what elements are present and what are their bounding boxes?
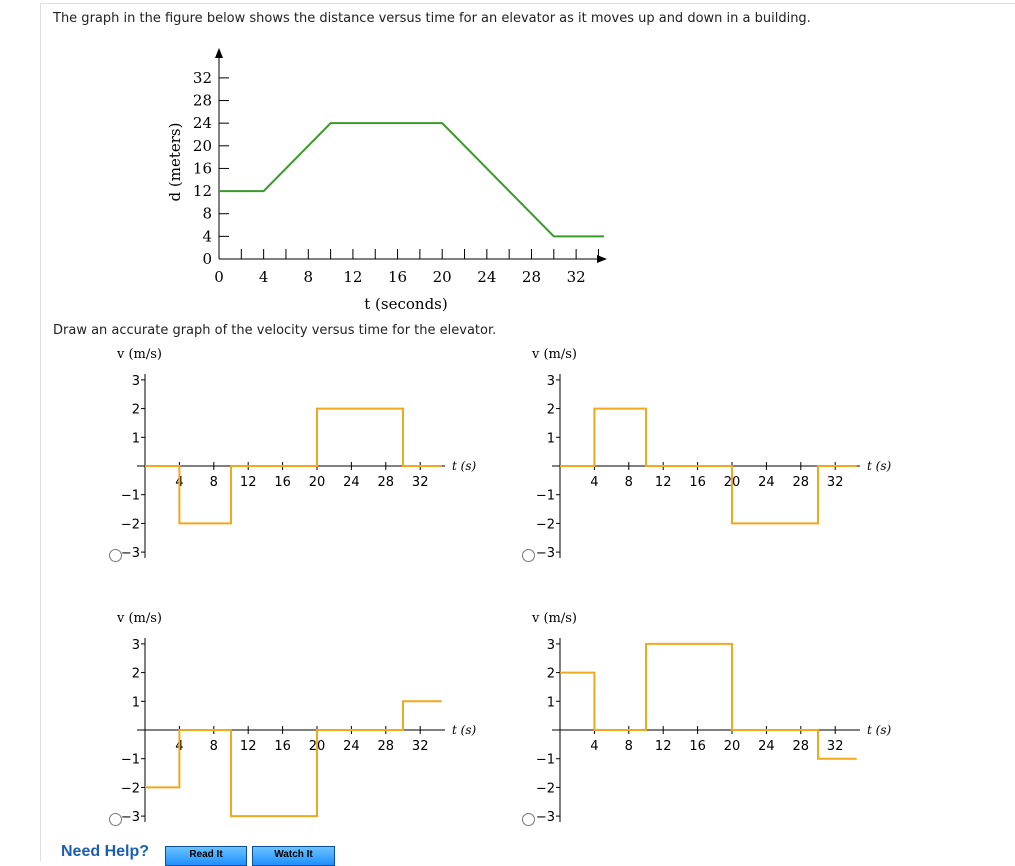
y-tick-label: 20: [193, 137, 212, 155]
t-tick-label: 20: [309, 475, 326, 490]
x-tick-label: 8: [304, 268, 314, 286]
x-tick-label: 28: [522, 268, 541, 286]
velocity-step-line: [560, 642, 857, 760]
t-tick-label: 28: [793, 739, 810, 754]
y-axis-arrow-icon: [215, 48, 223, 58]
x-tick-label: 0: [214, 268, 224, 286]
x-tick-label: 16: [388, 268, 407, 286]
v-axis-label: v (m/s): [531, 347, 577, 362]
t-tick-label: 28: [793, 475, 810, 490]
v-tick-label: −1: [536, 489, 555, 504]
t-tick-label: 24: [343, 475, 360, 490]
v-axis-label: v (m/s): [116, 347, 162, 362]
t-axis-label: t (s): [867, 459, 891, 473]
velocity-step-line: [560, 407, 857, 525]
y-tick-label: 12: [193, 182, 212, 200]
x-tick-label: 32: [567, 268, 586, 286]
t-tick-label: 24: [758, 739, 775, 754]
question-frame: [40, 3, 1015, 861]
x-tick-label: 20: [433, 268, 452, 286]
read-it-button[interactable]: Read It: [165, 846, 247, 866]
t-tick-label: 8: [625, 475, 633, 490]
t-tick-label: 24: [758, 475, 775, 490]
v-tick-label: 3: [132, 374, 140, 389]
v-tick-label: −3: [121, 810, 140, 825]
option-a-radio[interactable]: [109, 549, 122, 562]
v-tick-label: 2: [132, 667, 140, 682]
t-axis-label: t (s): [867, 723, 891, 737]
t-tick-label: 16: [274, 739, 291, 754]
y-tick-label: 4: [202, 227, 212, 245]
question-text: The graph in the figure below shows the …: [53, 11, 811, 26]
y-tick-label: 8: [202, 205, 212, 223]
x-tick-label: 24: [477, 268, 496, 286]
y-tick-label: 16: [193, 159, 212, 177]
t-tick-label: 20: [724, 739, 741, 754]
t-tick-label: 8: [625, 739, 633, 754]
v-tick-label: −2: [121, 781, 140, 796]
v-tick-label: 3: [547, 638, 555, 653]
v-tick-label: −1: [121, 489, 140, 504]
v-axis-label: v (m/s): [116, 611, 162, 626]
watch-it-button[interactable]: Watch It: [252, 846, 335, 866]
t-tick-label: 16: [274, 475, 291, 490]
option-c-radio[interactable]: [109, 813, 122, 826]
t-tick-label: 4: [590, 739, 598, 754]
t-tick-label: 4: [590, 475, 598, 490]
x-tick-label: 12: [343, 268, 362, 286]
t-tick-label: 32: [412, 475, 429, 490]
option-b-radio[interactable]: [522, 549, 535, 562]
y-tick-label: 28: [193, 92, 212, 110]
t-tick-label: 24: [343, 739, 360, 754]
v-tick-label: 2: [547, 667, 555, 682]
y-tick-label: 32: [193, 69, 212, 87]
v-tick-label: 2: [547, 403, 555, 418]
t-tick-label: 12: [240, 475, 257, 490]
t-tick-label: 16: [689, 739, 706, 754]
v-tick-label: −2: [121, 517, 140, 532]
v-tick-label: 1: [547, 431, 555, 446]
distance-line: [219, 122, 605, 238]
v-tick-label: 1: [547, 695, 555, 710]
t-tick-label: 8: [210, 739, 218, 754]
y-tick-label: 0: [202, 250, 212, 268]
x-tick-label: 4: [259, 268, 269, 286]
t-axis-label: t (s): [452, 723, 476, 737]
y-axis-label: d (meters): [166, 123, 184, 202]
t-tick-label: 32: [827, 475, 844, 490]
t-tick-label: 12: [240, 739, 257, 754]
v-tick-label: 3: [132, 638, 140, 653]
v-tick-label: −3: [536, 546, 555, 561]
t-axis-label: t (s): [452, 459, 476, 473]
v-tick-label: 1: [132, 695, 140, 710]
t-tick-label: 8: [210, 475, 218, 490]
t-tick-label: 28: [378, 475, 395, 490]
y-tick-label: 24: [193, 114, 212, 132]
v-tick-label: −2: [536, 517, 555, 532]
t-tick-label: 32: [412, 739, 429, 754]
v-tick-label: 1: [132, 431, 140, 446]
v-tick-label: 2: [132, 403, 140, 418]
v-axis-label: v (m/s): [531, 611, 577, 626]
velocity-step-line: [145, 700, 442, 818]
v-tick-label: 3: [547, 374, 555, 389]
v-tick-label: −3: [121, 546, 140, 561]
v-tick-label: −1: [536, 753, 555, 768]
t-tick-label: 28: [378, 739, 395, 754]
v-tick-label: −1: [121, 753, 140, 768]
option-d-radio[interactable]: [522, 813, 535, 826]
t-tick-label: 16: [689, 475, 706, 490]
t-tick-label: 12: [655, 475, 672, 490]
need-help-label: Need Help?: [61, 843, 150, 860]
v-tick-label: −3: [536, 810, 555, 825]
t-tick-label: 12: [655, 739, 672, 754]
instruction-text: Draw an accurate graph of the velocity v…: [53, 323, 497, 338]
x-axis-arrow-icon: [597, 255, 607, 263]
x-axis-label: t (seconds): [364, 295, 447, 313]
velocity-step-line: [145, 407, 442, 525]
t-tick-label: 32: [827, 739, 844, 754]
v-tick-label: −2: [536, 781, 555, 796]
